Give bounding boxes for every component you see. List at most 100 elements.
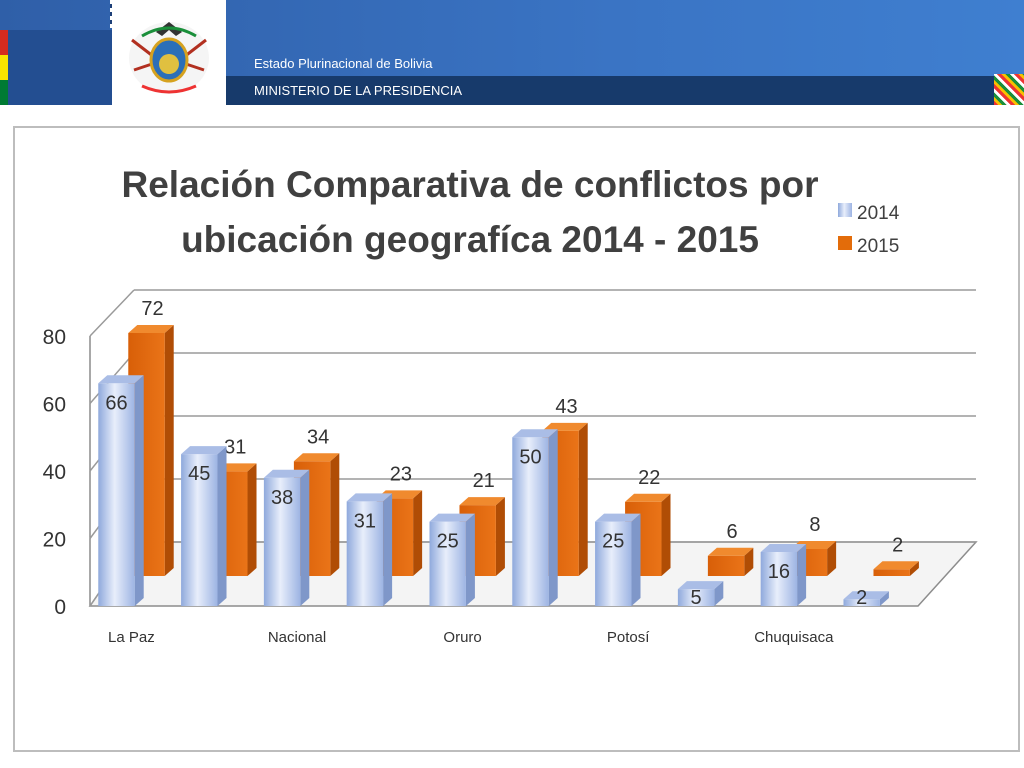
bar-front [595,521,632,606]
bar-side [330,453,340,576]
bar-side [879,591,889,606]
bar-top [293,453,340,462]
bar-2014 [843,591,889,606]
bar-2014 [263,469,310,606]
bar-2015 [873,561,919,576]
bar-side [661,493,671,576]
bolivia-flag-icon [0,30,8,105]
bar-top [625,493,671,502]
y-tick-label: 80 [43,326,66,349]
header-left-block [8,30,114,105]
data-label-2015: 22 [638,467,660,489]
data-label-2014: 16 [768,561,790,583]
emblem-container [112,0,226,105]
legend: 2014 2015 [838,203,900,257]
bar-2014 [512,429,558,606]
bar-top [760,544,807,552]
bar-side [631,513,641,606]
data-label-2014: 25 [602,531,624,553]
x-tick-label: La Paz [108,629,155,646]
data-label-2014: 38 [271,487,293,509]
bar-side [548,429,558,606]
x-tick-label: Chuquisaca [754,629,834,646]
bar-side [495,497,505,576]
aguayo-pattern-icon [994,74,1024,105]
bar-top [429,513,475,522]
bar-front [707,555,745,576]
y-tick-label: 40 [43,461,66,484]
bar-front [346,501,384,606]
x-tick-label: Nacional [268,629,326,646]
bar-top [346,493,393,502]
bar-2014 [98,375,144,606]
legend-swatch-2014 [838,203,852,217]
bar-2014 [760,544,807,606]
bar-2014 [181,446,227,606]
bar-top [263,469,310,478]
bar-top [873,561,919,570]
data-label-2015: 2 [892,534,903,556]
data-label-2014: 2 [856,587,867,609]
bar-2014 [346,493,393,606]
data-label-2014: 50 [519,446,541,468]
bar-top [595,513,641,522]
bar-side [217,446,227,606]
bar-side [300,469,310,606]
bar-side [465,513,475,606]
bar-top [677,581,724,590]
data-label-2014: 45 [188,463,210,485]
bar-front [760,552,798,606]
gridline-side [89,289,135,337]
bar-front [677,589,715,606]
header-bar: Estado Plurinacional de Bolivia MINISTER… [0,0,1024,105]
bar-side [909,561,919,576]
bar-top [542,422,588,431]
chart-title-line-1: Relación Comparativa de conflictos por [122,164,819,205]
bar-front [512,437,549,606]
bar-side [714,581,724,606]
bar-side [383,493,393,606]
bar-front [873,569,910,576]
header-ministry: MINISTERIO DE LA PRESIDENCIA [254,83,463,98]
bar-front [263,477,301,606]
legend-label-2014: 2014 [857,203,900,224]
x-tick-label: Potosí [607,629,650,646]
data-label-2015: 43 [555,396,577,418]
bar-top [459,497,505,506]
y-tick-label: 0 [54,596,66,619]
bar-front [843,599,880,606]
bar-side [578,422,588,576]
bar-side [134,375,144,606]
header-country: Estado Plurinacional de Bolivia [254,56,433,71]
bar-2014 [429,513,475,606]
bar-2015 [707,547,754,576]
bar-front [98,383,135,606]
bar-top [181,446,227,455]
data-label-2014: 5 [691,587,702,609]
data-label-2015: 72 [141,298,163,320]
bar-top [707,547,754,556]
bar-side [164,325,174,576]
bar-2014 [595,513,641,606]
bar-2014 [677,581,724,606]
bar-top [512,429,558,438]
bar-side [797,544,807,606]
legend-swatch-2015 [838,236,852,250]
data-label-2015: 34 [307,426,329,448]
data-label-2015: 6 [727,521,738,543]
header-band [226,76,1024,105]
bar-side [247,463,257,576]
chart-title-line-2: ubicación geografíca 2014 - 2015 [181,219,759,260]
bar-top [128,325,174,333]
y-tick-label: 20 [43,529,66,552]
bar-front [181,454,218,606]
x-tick-label: Oruro [443,629,481,646]
data-label-2014: 31 [354,510,376,532]
data-label-2015: 21 [473,470,495,492]
data-label-2015: 23 [390,463,412,485]
bar-top [843,591,889,600]
data-label-2014: 66 [105,392,127,414]
bar-side [827,541,837,576]
legend-label-2015: 2015 [857,236,899,257]
